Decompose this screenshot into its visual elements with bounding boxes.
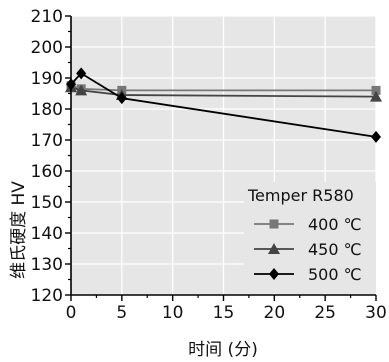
x-tick-label: 0: [66, 303, 77, 323]
series-line: [70, 86, 377, 98]
marker-triangle: [268, 243, 280, 254]
y-tick-label: 120: [31, 286, 63, 306]
x-tick-label: 25: [314, 303, 336, 323]
x-axis-label: 时间 (分): [188, 340, 258, 360]
marker-diamond: [371, 130, 381, 143]
marker-diamond: [76, 67, 87, 80]
grid-layer: [71, 15, 377, 295]
y-tick-label: 190: [31, 69, 63, 89]
marker-triangle: [370, 90, 382, 102]
y-tick-label: 170: [31, 131, 63, 151]
x-tick-label: 15: [213, 303, 235, 323]
legend: Temper R580 400 ℃ 450 ℃ 500 ℃: [244, 182, 376, 293]
legend-label: 450 ℃: [308, 240, 362, 259]
marker-square: [269, 219, 279, 229]
y-tick-label: 210: [31, 7, 63, 27]
legend-title: Temper R580: [247, 186, 354, 205]
y-tick-label: 140: [31, 224, 63, 244]
x-tick-label: 5: [116, 303, 127, 323]
y-tick-label: 130: [31, 255, 63, 275]
y-tick-label: 160: [31, 162, 63, 182]
series-layer: [65, 67, 382, 143]
series-line: [70, 84, 376, 92]
y-tick-label: 180: [31, 100, 63, 120]
marker-diamond: [116, 92, 127, 105]
marker-square: [371, 85, 381, 95]
series-line: [70, 72, 377, 138]
y-tick-label: 150: [31, 193, 63, 213]
legend-label: 500 ℃: [308, 265, 362, 284]
x-tick-label: 20: [264, 303, 286, 323]
legend-label: 400 ℃: [308, 215, 362, 234]
marker-diamond: [269, 268, 279, 280]
axes-layer: 120 130 140 150 160 170 180 190 200 210 0 5 10 15 20 25…: [31, 7, 387, 323]
x-tick-label: 10: [162, 303, 184, 323]
y-axis-label: 维氏硬度 HV: [9, 181, 29, 279]
marker-triangle: [75, 84, 88, 96]
y-tick-label: 200: [31, 38, 63, 58]
x-tick-label: 30: [365, 303, 387, 323]
